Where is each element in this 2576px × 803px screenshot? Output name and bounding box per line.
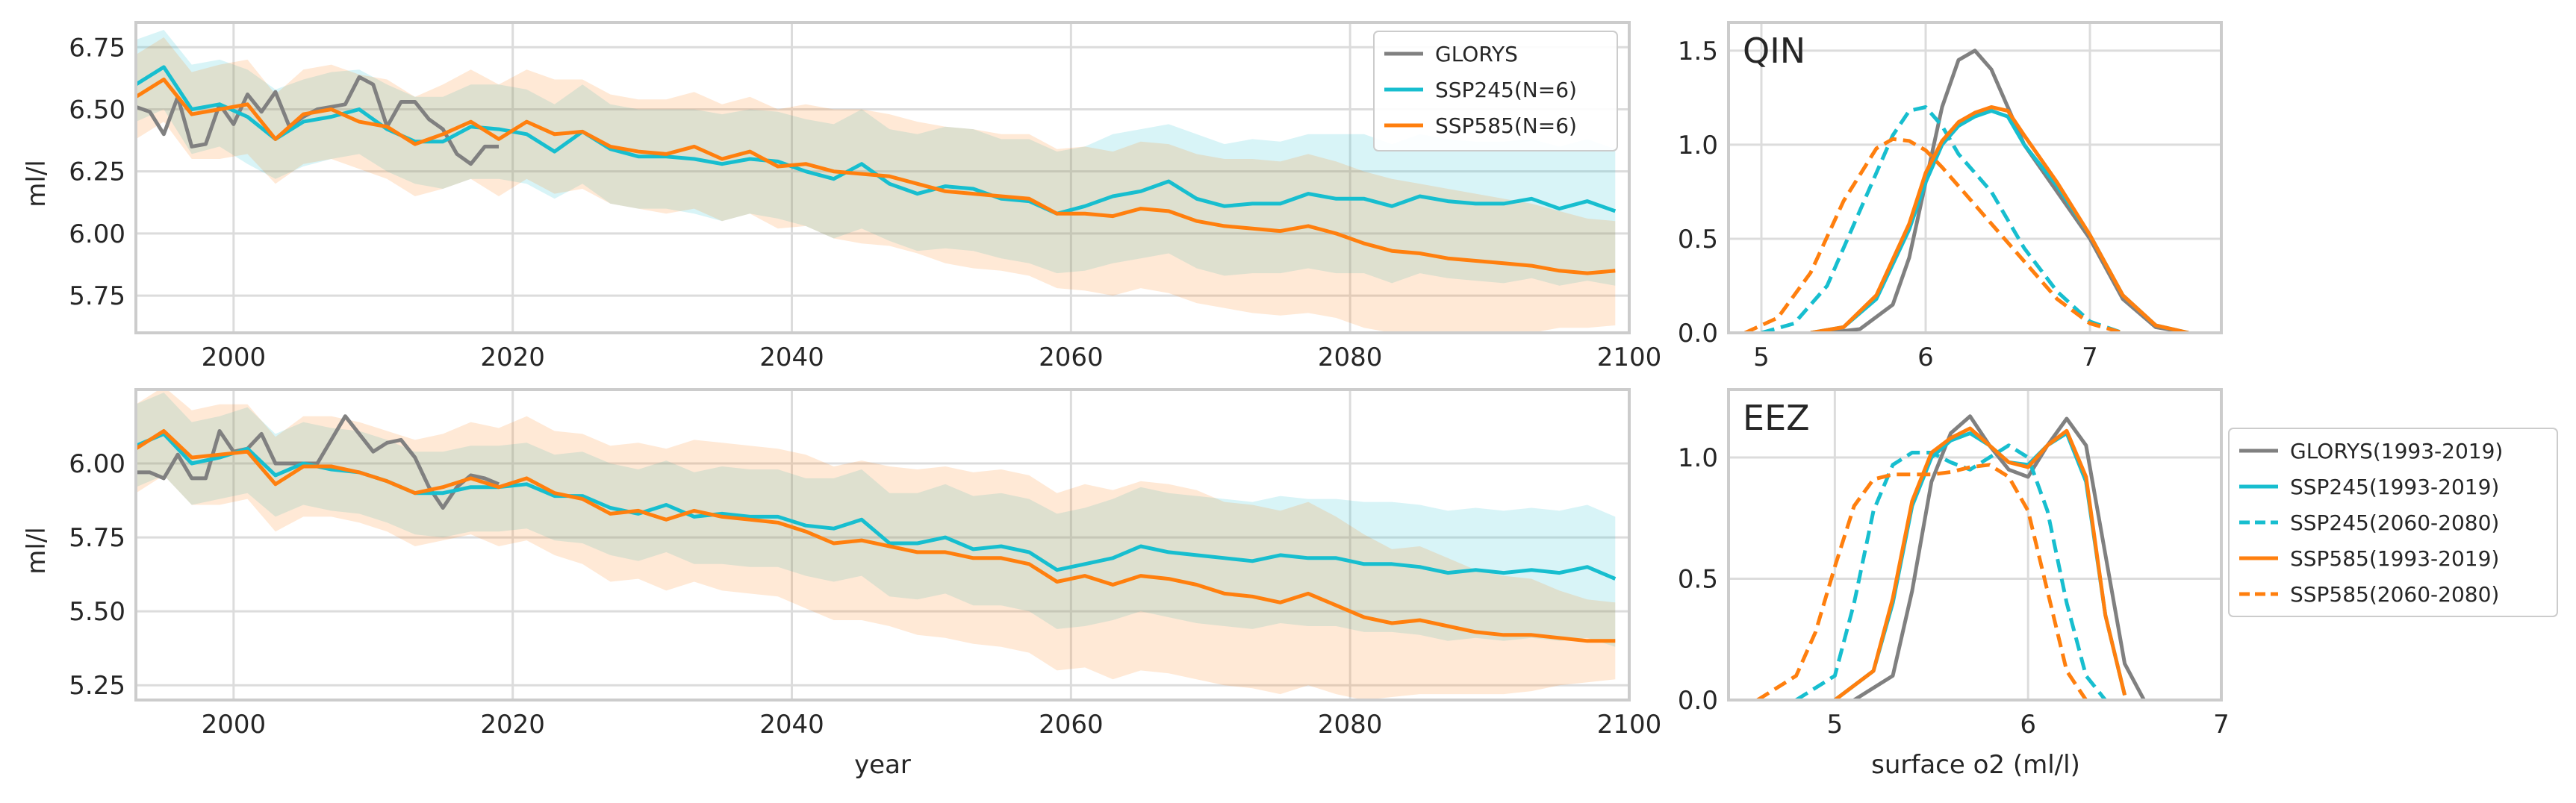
legend-box (2228, 428, 2558, 617)
x-tick-label: 2020 (480, 710, 545, 740)
legend-label: SSP585(1993-2019) (2290, 546, 2499, 571)
legend-label: SSP585(2060-2080) (2290, 582, 2499, 607)
series-layer (136, 30, 1617, 333)
y-tick-label: 6.50 (69, 95, 125, 125)
series-line-ssp585-n-6- (136, 78, 1616, 275)
y-tick-label: 5.75 (69, 523, 125, 553)
kde-panel-eez: 5 6 7 0.0 0.5 1.0 GLORYS(1993-2019) SSP245(1993… (1678, 388, 2558, 740)
x-tick-label: 6 (2020, 710, 2036, 740)
uncertainty-band-ssp245-n-6- (136, 30, 1616, 286)
plot-frame (134, 388, 1631, 702)
x-tick-label: 2040 (759, 710, 824, 740)
y-tick-label: 0.0 (1678, 319, 1718, 349)
series-line-ssp245-2060-2080- (1795, 443, 2107, 700)
y-tick-label: 5.75 (69, 281, 125, 311)
plot-frame (1727, 388, 2223, 702)
series-line-glorys (136, 75, 499, 166)
y-tick-label: 6.00 (69, 219, 125, 249)
y-tick-label: 6.25 (69, 157, 125, 187)
x-tick-label: 2100 (1597, 710, 1662, 740)
ts-bottom-ylabel: ml/l (22, 527, 52, 574)
timeseries-panel-bottom: 2000 2020 2040 2060 2080 2100 5.25 5.50 5.75 6.00 (69, 388, 1662, 740)
x-tick-label: 2060 (1039, 710, 1104, 740)
plot-frame (134, 21, 1631, 334)
x-tick-label: 5 (1753, 343, 1770, 372)
series-line-ssp585-1993-2019- (1833, 426, 2127, 700)
series-line-ssp585-2060-2080- (1756, 463, 2088, 700)
y-tick-label: 1.0 (1678, 131, 1718, 160)
y-tick-label: 5.25 (69, 671, 125, 701)
legend-label: SSP245(1993-2019) (2290, 475, 2499, 499)
x-tick-label: 2100 (1597, 343, 1662, 372)
kde-top-tag: QIN (1743, 31, 1805, 71)
legend: GLORYS(1993-2019) SSP245(1993-2019) SSP245… (2228, 428, 2558, 617)
x-tick-label: 6 (1917, 343, 1934, 372)
x-tick-label: 2080 (1318, 710, 1383, 740)
series-line-ssp585-1993-2019- (1810, 105, 2189, 333)
x-tick-label: 2000 (202, 343, 267, 372)
kde-bottom-xlabel: surface o2 (ml/l) (1871, 750, 2080, 780)
x-tick-label: 2020 (480, 343, 545, 372)
legend-label: SSP245(2060-2080) (2290, 510, 2499, 535)
y-tick-label: 1.0 (1678, 443, 1718, 473)
uncertainty-band-ssp585-n-6- (136, 37, 1616, 333)
y-tick-label: 0.5 (1678, 565, 1718, 595)
series-line-ssp585-2060-2080- (1743, 137, 2124, 333)
legend-label: SSP245(N=6) (1435, 78, 1577, 102)
series-layer (1743, 49, 2189, 333)
ts-bottom-xlabel: year (854, 750, 911, 780)
kde-bottom-tag: EEZ (1743, 398, 1810, 438)
x-tick-label: 7 (2213, 710, 2230, 740)
x-tick-label: 2040 (759, 343, 824, 372)
x-tick-label: 7 (2082, 343, 2098, 372)
series-line-glorys (136, 414, 500, 510)
timeseries-panel-top: 2000 2020 2040 2060 2080 2100 5.75 6.00 6.25 6.50… (69, 21, 1662, 372)
series-layer (136, 390, 1617, 700)
x-tick-label: 2080 (1318, 343, 1383, 372)
x-tick-label: 2060 (1039, 343, 1104, 372)
x-tick-label: 2000 (202, 710, 267, 740)
y-tick-label: 0.5 (1678, 225, 1718, 254)
plot-background (1729, 22, 2221, 333)
uncertainty-band-ssp245-n-6- (136, 393, 1616, 647)
y-tick-label: 5.50 (69, 597, 125, 627)
legend: GLORYS SSP245(N=6) SSP585(N=6) (1373, 31, 1618, 151)
legend-label: GLORYS(1993-2019) (2290, 439, 2503, 463)
y-tick-label: 6.75 (69, 33, 125, 63)
legend-label: GLORYS (1435, 42, 1518, 66)
series-line-glorys-1993-2019- (1852, 414, 2146, 700)
y-tick-label: 1.5 (1678, 37, 1718, 66)
y-tick-label: 0.0 (1678, 686, 1718, 716)
plot-frame (1727, 21, 2223, 334)
series-line-ssp245-2060-2080- (1761, 105, 2124, 333)
kde-panel-qin: 5 6 7 0.0 0.5 1.0 1.5 (1678, 21, 2223, 372)
x-tick-label: 5 (1827, 710, 1844, 740)
legend-label: SSP585(N=6) (1435, 113, 1577, 138)
y-tick-label: 6.00 (69, 449, 125, 479)
plot-background (1729, 390, 2221, 700)
ts-top-ylabel: ml/l (22, 160, 52, 207)
series-line-ssp585-n-6- (136, 429, 1616, 643)
series-layer (1756, 414, 2146, 700)
legend-box (1373, 31, 1618, 151)
